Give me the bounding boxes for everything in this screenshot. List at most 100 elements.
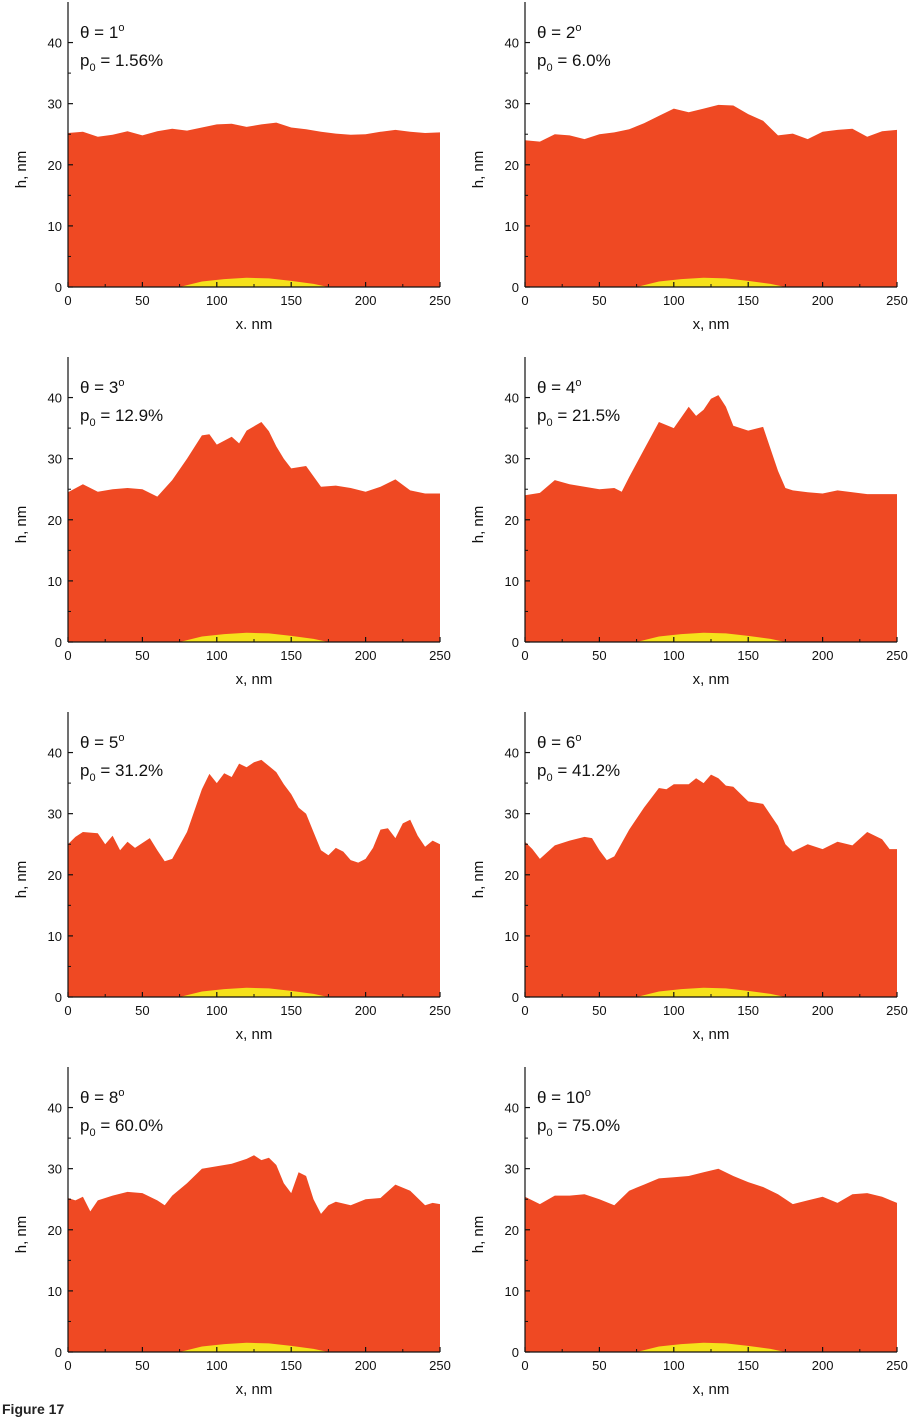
x-tick-label: 150: [737, 1003, 759, 1018]
p0-equals: =: [553, 406, 572, 425]
theta-annotation: θ = 2o: [537, 22, 581, 42]
degree-sign: o: [118, 1087, 124, 1099]
x-axis-title: x, nm: [236, 1026, 273, 1043]
p0-annotation: p0 = 31.2%: [80, 761, 163, 784]
p0-annotation: p0 = 6.0%: [537, 51, 611, 74]
p0-annotation: p0 = 21.5%: [537, 406, 620, 429]
p0-subscript: 0: [89, 62, 95, 74]
y-tick-label: 0: [512, 1345, 519, 1360]
film-height-profile: [68, 122, 440, 287]
x-tick-label: 200: [812, 1003, 834, 1018]
p0-annotation: p0 = 60.0%: [80, 1116, 163, 1139]
y-tick-label: 20: [48, 1223, 62, 1238]
x-axis-title: x, nm: [693, 671, 730, 688]
x-tick-label: 50: [592, 293, 606, 308]
y-axis-title: h, nm: [470, 1216, 487, 1254]
film-height-profile: [68, 422, 440, 642]
theta-annotation: θ = 4o: [537, 377, 581, 397]
y-axis-title: h, nm: [470, 861, 487, 899]
chart-svg: 0 50 100 150 200 250 0 10 20 30 40 x, nm h, nm θ = 6o…: [470, 712, 908, 1043]
x-tick-label: 100: [663, 1003, 685, 1018]
x-tick-label: 100: [663, 1358, 685, 1373]
theta-annotation: θ = 10o: [537, 1087, 591, 1107]
y-tick-label: 20: [505, 513, 519, 528]
panel-theta-5: 0 50 100 150 200 250 0 10 20 30 40 x, nm h, nm θ = 5o…: [0, 710, 458, 1065]
panel-theta-3: 0 50 100 150 200 250 0 10 20 30 40 x, nm h, nm θ = 3o…: [0, 355, 458, 710]
y-axis-title: h, nm: [470, 506, 487, 544]
y-tick-label: 10: [48, 1284, 62, 1299]
x-tick-label: 150: [737, 293, 759, 308]
chart-svg: 0 50 100 150 200 250 0 10 20 30 40 x, nm h, nm θ = 8o…: [13, 1067, 451, 1398]
p0-value: 21.5%: [572, 406, 620, 425]
film-height-profile: [525, 104, 897, 288]
degree-sign: o: [118, 377, 124, 389]
panel-theta-4: 0 50 100 150 200 250 0 10 20 30 40 x, nm h, nm θ = 4o…: [457, 355, 915, 710]
y-tick-label: 40: [48, 391, 62, 406]
p0-value: 75.0%: [572, 1116, 620, 1135]
y-tick-label: 40: [505, 391, 519, 406]
y-axis-title: h, nm: [13, 506, 30, 544]
y-tick-label: 0: [55, 280, 62, 295]
p0-subscript: 0: [546, 417, 552, 429]
x-tick-label: 250: [886, 293, 908, 308]
x-tick-label: 150: [280, 1003, 302, 1018]
x-tick-label: 50: [135, 1003, 149, 1018]
theta-annotation: θ = 6o: [537, 732, 581, 752]
degree-sign: o: [118, 732, 124, 744]
x-axis-title: x, nm: [693, 316, 730, 333]
x-tick-label: 200: [355, 648, 377, 663]
x-axis-title: x, nm: [693, 1026, 730, 1043]
y-axis-title: h, nm: [13, 151, 30, 189]
y-tick-label: 30: [505, 452, 519, 467]
x-tick-label: 250: [429, 1003, 451, 1018]
y-axis-title: h, nm: [13, 1216, 30, 1254]
p0-value: 31.2%: [115, 761, 163, 780]
y-tick-label: 30: [48, 452, 62, 467]
y-tick-label: 20: [505, 868, 519, 883]
p0-equals: =: [553, 1116, 572, 1135]
x-tick-label: 250: [886, 648, 908, 663]
panel-theta-10: 0 50 100 150 200 250 0 10 20 30 40 x, nm h, nm θ = 10…: [457, 1065, 915, 1420]
p0-equals: =: [96, 761, 115, 780]
x-axis-title: x. nm: [236, 316, 273, 333]
p0-subscript: 0: [546, 1127, 552, 1139]
x-tick-label: 200: [355, 1358, 377, 1373]
theta-value: 3: [109, 378, 118, 397]
x-tick-label: 200: [355, 1003, 377, 1018]
p0-subscript: 0: [89, 1127, 95, 1139]
theta-annotation: θ = 8o: [80, 1087, 124, 1107]
x-tick-label: 150: [280, 293, 302, 308]
theta-value: 6: [566, 733, 575, 752]
y-tick-label: 30: [505, 1162, 519, 1177]
y-tick-label: 10: [505, 1284, 519, 1299]
p0-equals: =: [96, 51, 115, 70]
degree-sign: o: [575, 22, 581, 34]
y-tick-label: 40: [48, 746, 62, 761]
p0-annotation: p0 = 12.9%: [80, 406, 163, 429]
theta-value: 10: [566, 1088, 585, 1107]
x-tick-label: 0: [521, 293, 528, 308]
p0-value: 1.56%: [115, 51, 163, 70]
x-tick-label: 0: [64, 648, 71, 663]
y-tick-label: 10: [505, 929, 519, 944]
figure-caption: Figure 17: [2, 1401, 65, 1417]
x-tick-label: 50: [592, 1358, 606, 1373]
y-tick-label: 20: [48, 868, 62, 883]
x-tick-label: 200: [355, 293, 377, 308]
x-tick-label: 100: [206, 1003, 228, 1018]
theta-value: 2: [566, 23, 575, 42]
theta-annotation: θ = 5o: [80, 732, 124, 752]
x-tick-label: 0: [521, 648, 528, 663]
film-height-profile: [68, 759, 440, 997]
y-tick-label: 30: [505, 97, 519, 112]
y-tick-label: 0: [55, 1345, 62, 1360]
x-axis-title: x, nm: [236, 1381, 273, 1398]
panel-theta-1: 0 50 100 150 200 250 0 10 20 30 40 x. nm h, nm θ = 1o…: [0, 0, 458, 355]
y-tick-label: 0: [55, 990, 62, 1005]
panel-theta-2: 0 50 100 150 200 250 0 10 20 30 40 x, nm h, nm θ = 2o…: [457, 0, 915, 355]
theta-value: 4: [566, 378, 575, 397]
film-height-profile: [525, 774, 897, 997]
y-tick-label: 10: [48, 219, 62, 234]
x-axis-title: x, nm: [693, 1381, 730, 1398]
